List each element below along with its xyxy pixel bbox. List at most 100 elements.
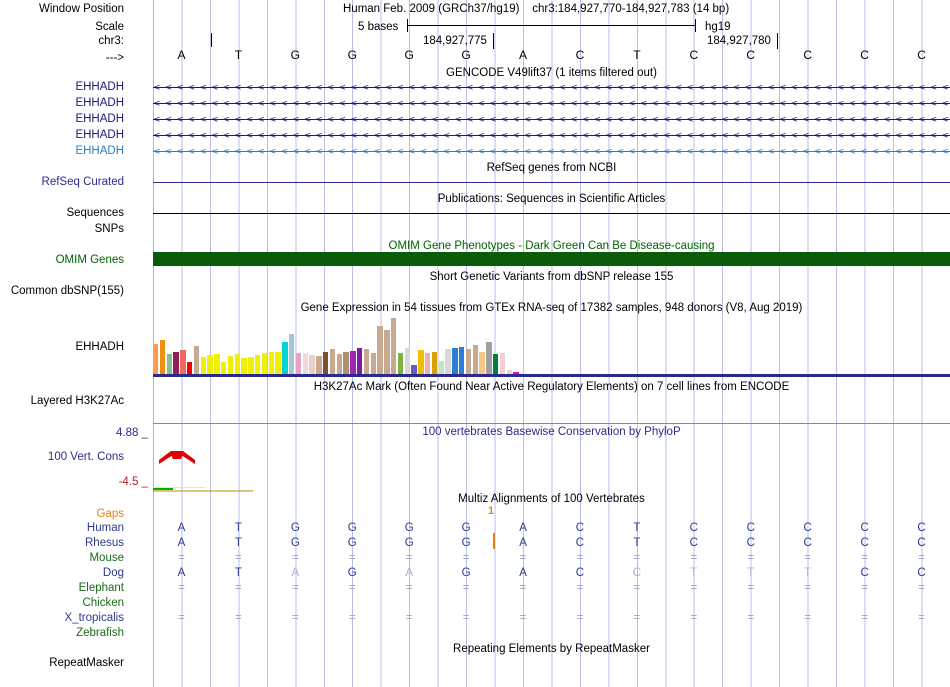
- gtex-tissue-bar[interactable]: [295, 353, 302, 374]
- species-label-human[interactable]: Human: [86, 522, 124, 534]
- layered-h3k27ac-label[interactable]: Layered H3K27Ac: [30, 395, 124, 407]
- gtex-tissue-bar[interactable]: [472, 345, 478, 374]
- gtex-tissue-bar[interactable]: [418, 350, 424, 374]
- gtex-tissue-bar[interactable]: [221, 362, 227, 374]
- gtex-tissue-bar[interactable]: [384, 330, 390, 374]
- gtex-tissue-bar[interactable]: [431, 352, 438, 374]
- gtex-tissue-bar[interactable]: [329, 349, 336, 374]
- strand-label: --->: [105, 52, 124, 64]
- gtex-chart[interactable]: [153, 0, 950, 687]
- gtex-tissue-bar[interactable]: [159, 340, 166, 374]
- refseq-curated-label[interactable]: RefSeq Curated: [41, 176, 124, 188]
- species-label-elephant[interactable]: Elephant: [78, 582, 124, 594]
- gene-row[interactable]: <<<<<<<<<<<<<<<<<<<<<<<<<<<<<<<<<<<<<<<<…: [153, 114, 950, 125]
- gtex-tissue-bar[interactable]: [445, 349, 451, 374]
- omim-genes-label[interactable]: OMIM Genes: [55, 254, 124, 266]
- gtex-tissue-bar[interactable]: [241, 358, 247, 374]
- gene-label[interactable]: EHHADH: [75, 145, 124, 157]
- gap-tick-mark: [493, 533, 495, 549]
- gtex-tissue-bar[interactable]: [173, 352, 179, 374]
- refseq-feature-line[interactable]: [153, 182, 950, 184]
- gtex-tissue-bar[interactable]: [268, 352, 274, 374]
- gene-label[interactable]: EHHADH: [75, 129, 124, 141]
- conservation-label[interactable]: 100 Vert. Cons: [47, 451, 124, 463]
- gtex-tissue-bar[interactable]: [465, 349, 472, 374]
- species-label-chicken[interactable]: Chicken: [82, 597, 124, 609]
- alignment-base: =: [348, 582, 356, 594]
- gtex-tissue-bar[interactable]: [377, 326, 383, 374]
- coordinates[interactable]: chr3:184,927,770-184,927,783 (14 bp): [532, 3, 730, 15]
- gtex-tissue-bar[interactable]: [316, 356, 322, 374]
- gtex-tissue-bar[interactable]: [363, 349, 370, 374]
- refseq-track-title: RefSeq genes from NCBI: [486, 162, 617, 174]
- gtex-tissue-bar[interactable]: [499, 353, 506, 374]
- gtex-tissue-bar[interactable]: [289, 334, 295, 374]
- gtex-tissue-bar[interactable]: [207, 355, 213, 374]
- species-label-x_tropicalis[interactable]: X_tropicalis: [64, 612, 124, 624]
- gtex-tissue-bar[interactable]: [166, 354, 172, 374]
- gtex-tissue-bar[interactable]: [227, 356, 234, 374]
- gtex-tissue-bar[interactable]: [397, 353, 404, 374]
- gtex-tissue-bar[interactable]: [452, 348, 458, 374]
- gene-label[interactable]: EHHADH: [75, 81, 124, 93]
- sequences-label[interactable]: Sequences: [66, 207, 124, 219]
- gtex-tissue-bar[interactable]: [282, 342, 288, 374]
- gtex-tissue-bar[interactable]: [350, 351, 356, 374]
- species-label-rhesus[interactable]: Rhesus: [85, 537, 124, 549]
- gtex-tissue-bar[interactable]: [261, 353, 268, 374]
- gtex-tissue-bar[interactable]: [234, 354, 240, 374]
- common-dbsnp-label[interactable]: Common dbSNP(155): [10, 285, 124, 297]
- gtex-tissue-bar[interactable]: [459, 347, 465, 374]
- gtex-tissue-bar[interactable]: [187, 362, 193, 374]
- gtex-tissue-bar[interactable]: [506, 370, 512, 374]
- gtex-tissue-bar[interactable]: [323, 352, 329, 374]
- gtex-tissue-bar[interactable]: [513, 372, 519, 374]
- conservation-plot[interactable]: [153, 433, 950, 492]
- gtex-tissue-bar[interactable]: [214, 354, 220, 374]
- gtex-tissue-bar[interactable]: [309, 355, 315, 374]
- gene-label[interactable]: EHHADH: [75, 113, 124, 125]
- gene-row[interactable]: <<<<<<<<<<<<<<<<<<<<<<<<<<<<<<<<<<<<<<<<…: [153, 98, 950, 109]
- gtex-tissue-bar[interactable]: [370, 353, 376, 374]
- gtex-tissue-bar[interactable]: [391, 318, 397, 374]
- gtex-tissue-bar[interactable]: [425, 353, 431, 374]
- gene-row[interactable]: <<<<<<<<<<<<<<<<<<<<<<<<<<<<<<<<<<<<<<<<…: [153, 130, 950, 141]
- alignment-base: =: [918, 552, 925, 564]
- alignment-base: =: [690, 582, 698, 594]
- gtex-tissue-bar[interactable]: [479, 352, 485, 374]
- species-label-dog[interactable]: Dog: [102, 567, 124, 579]
- gtex-tissue-bar[interactable]: [336, 354, 342, 374]
- gtex-tissue-bar[interactable]: [302, 353, 308, 374]
- gtex-tissue-bar[interactable]: [200, 357, 206, 374]
- gtex-gene-label[interactable]: EHHADH: [75, 341, 124, 353]
- gene-strand-line: [153, 87, 950, 89]
- snps-label[interactable]: SNPs: [94, 223, 124, 235]
- gtex-tissue-bar[interactable]: [438, 361, 444, 374]
- alignment-base: A: [519, 522, 527, 534]
- gtex-tissue-bar[interactable]: [153, 344, 159, 374]
- gtex-tissue-bar[interactable]: [404, 348, 410, 374]
- gtex-tissue-bar[interactable]: [193, 346, 200, 374]
- gene-row[interactable]: <<<<<<<<<<<<<<<<<<<<<<<<<<<<<<<<<<<<<<<<…: [153, 146, 950, 157]
- gtex-tissue-bar[interactable]: [248, 357, 254, 374]
- omim-gene-bar[interactable]: [153, 252, 950, 266]
- gtex-tissue-bar[interactable]: [493, 354, 499, 374]
- gene-label[interactable]: EHHADH: [75, 97, 124, 109]
- species-label-mouse[interactable]: Mouse: [89, 552, 124, 564]
- gene-row[interactable]: <<<<<<<<<<<<<<<<<<<<<<<<<<<<<<<<<<<<<<<<…: [153, 82, 950, 93]
- gtex-tissue-bar[interactable]: [411, 365, 417, 374]
- alignment-base: =: [576, 582, 584, 594]
- gtex-tissue-bar[interactable]: [180, 350, 186, 374]
- scale-label: Scale: [95, 21, 124, 33]
- gtex-tissue-bar[interactable]: [255, 355, 261, 374]
- gtex-tissue-bar[interactable]: [357, 348, 363, 374]
- gtex-tissue-bar[interactable]: [275, 352, 281, 374]
- repeatmasker-track-title: Repeating Elements by RepeatMasker: [453, 643, 650, 655]
- conservation-tick-olive: [153, 490, 253, 492]
- alignment-row: = = = = = = = = = = = = = =: [153, 581, 950, 596]
- repeatmasker-label[interactable]: RepeatMasker: [49, 657, 124, 669]
- gtex-tissue-bar[interactable]: [486, 342, 492, 374]
- species-label-zebrafish[interactable]: Zebrafish: [76, 627, 124, 639]
- gtex-tissue-bar[interactable]: [343, 352, 349, 374]
- publications-feature-line[interactable]: [153, 213, 950, 215]
